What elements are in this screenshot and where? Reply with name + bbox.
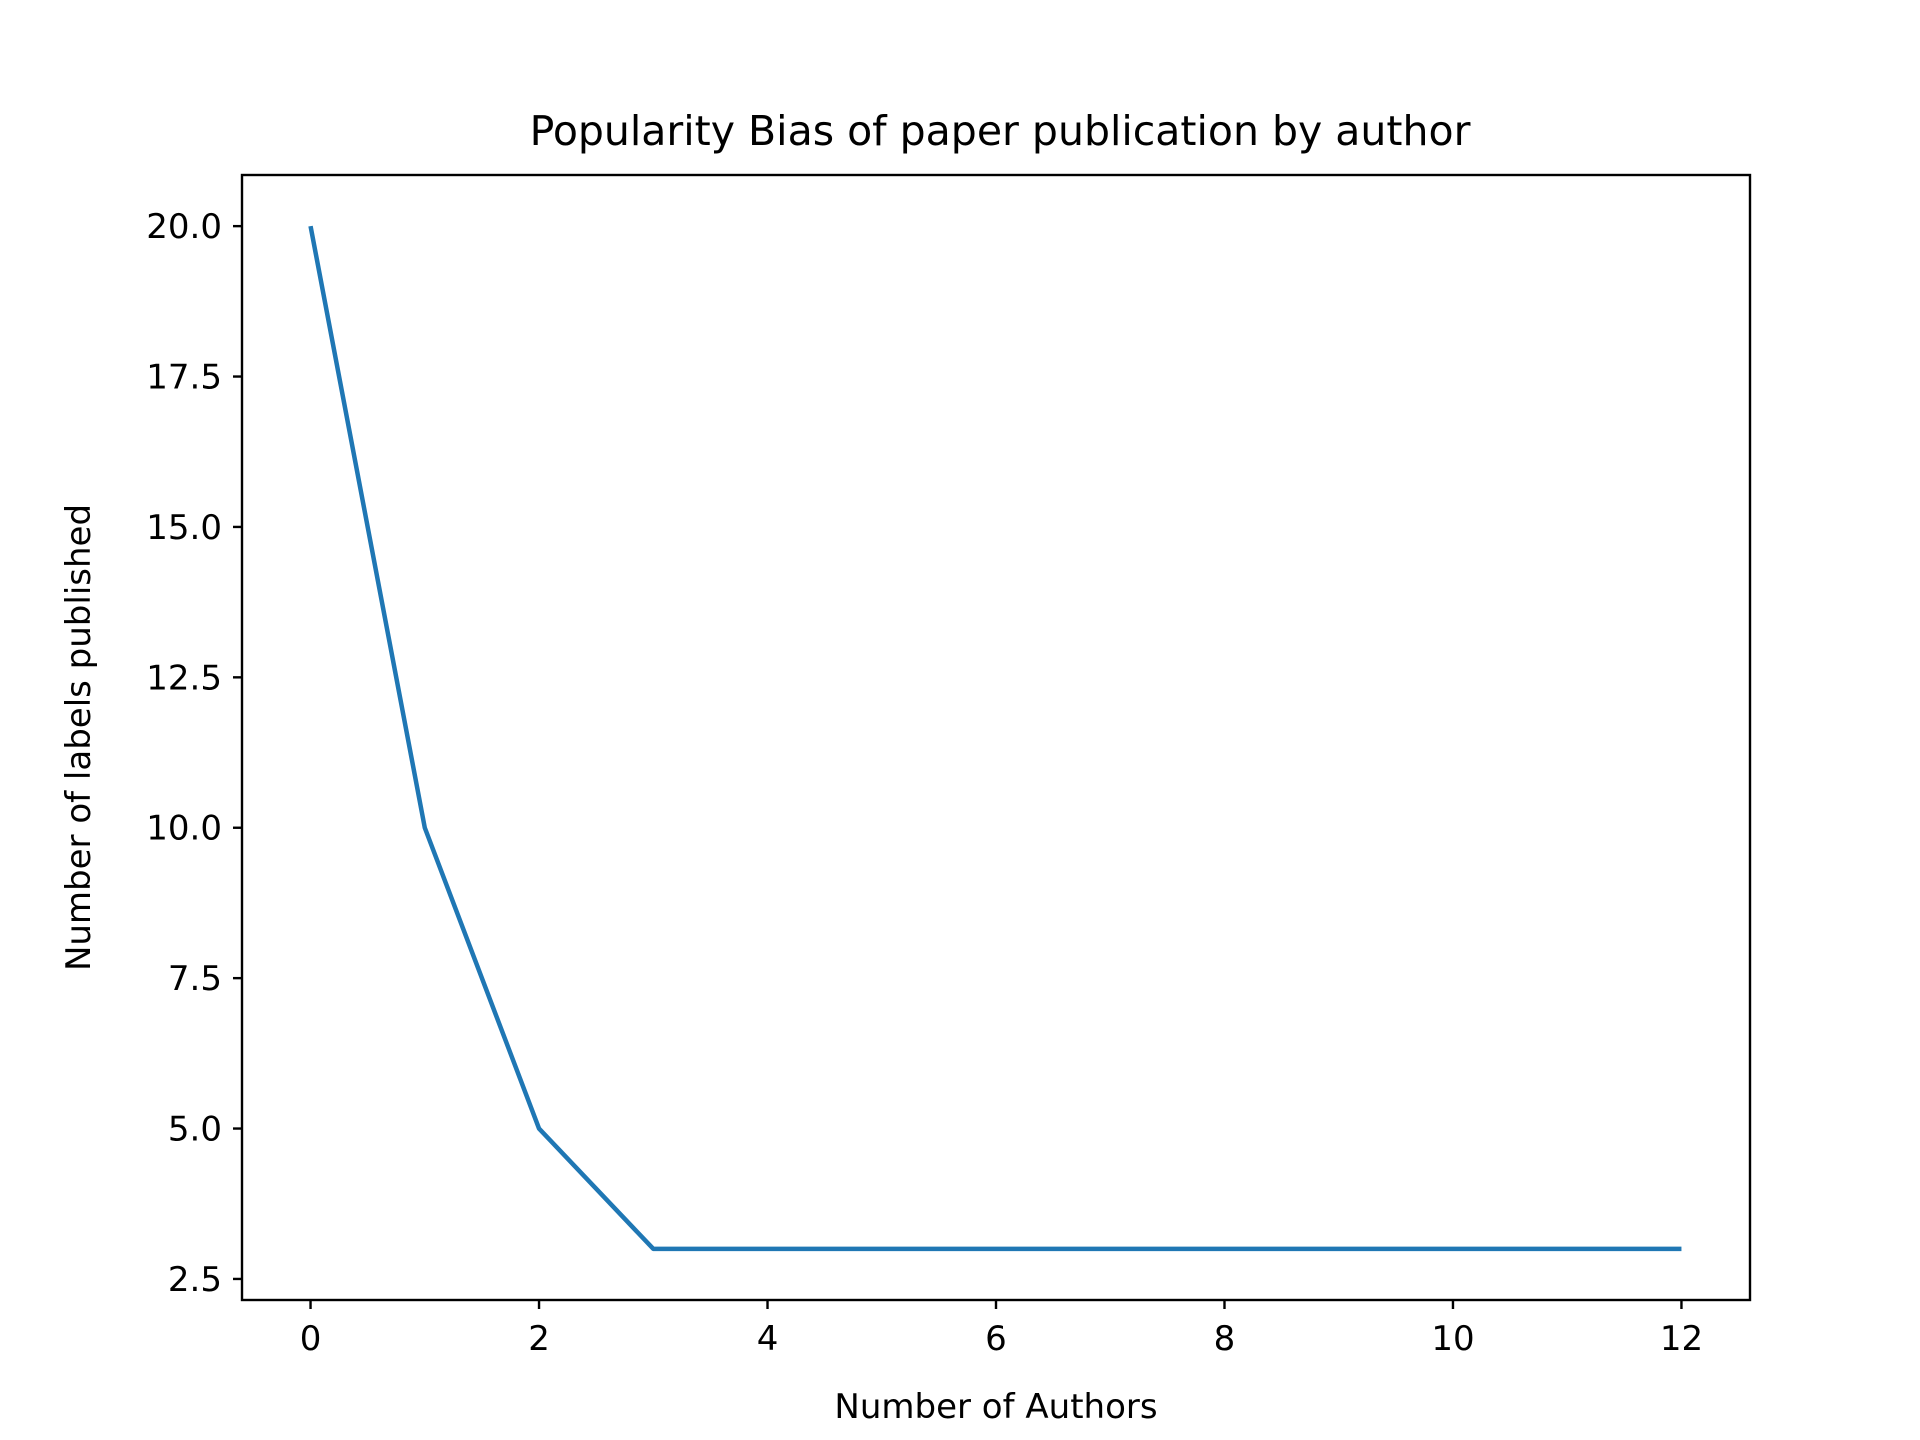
y-tick-label: 5.0	[168, 1110, 222, 1150]
x-axis-label: Number of Authors	[834, 1387, 1157, 1427]
x-tick-label: 8	[1214, 1319, 1236, 1359]
x-axis: 0 2 4 6 8 10 12	[300, 1300, 1703, 1359]
y-tick-label: 20.0	[146, 207, 222, 247]
y-tick-label: 17.5	[146, 358, 222, 398]
y-axis: 2.5 5.0 7.5 10.0 12.5 15.0 17.5 20.0	[146, 207, 242, 1300]
y-axis-label: Number of labels published	[59, 504, 99, 971]
x-tick-label: 12	[1660, 1319, 1703, 1359]
chart-title: Popularity Bias of paper publication by …	[530, 107, 1471, 155]
x-tick-label: 6	[985, 1319, 1007, 1359]
series-layer	[308, 225, 1682, 1252]
x-tick-label: 10	[1431, 1319, 1474, 1359]
y-tick-label: 15.0	[146, 508, 222, 548]
y-tick-label: 7.5	[168, 959, 222, 999]
x-tick-label: 0	[300, 1319, 322, 1359]
y-tick-label: 2.5	[168, 1260, 222, 1300]
y-tick-label: 10.0	[146, 809, 222, 849]
x-tick-label: 2	[528, 1319, 550, 1359]
y-tick-label: 12.5	[146, 658, 222, 698]
x-tick-label: 4	[757, 1319, 779, 1359]
data-line	[308, 225, 1682, 1252]
